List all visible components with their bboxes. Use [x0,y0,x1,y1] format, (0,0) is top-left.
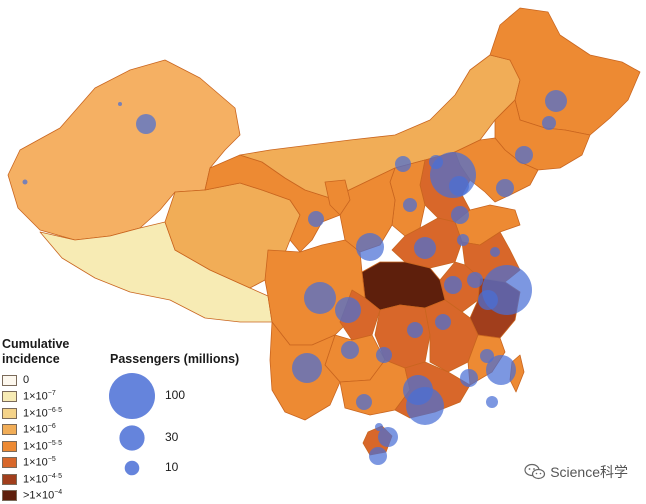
passenger-legend-circle [124,460,140,476]
passenger-legend-circle [119,425,145,451]
incidence-swatch [2,473,17,485]
passenger-bubble [407,322,423,338]
passenger-bubble [356,233,384,261]
incidence-swatch [2,374,17,386]
passenger-legend-label: 10 [165,460,179,474]
passenger-bubble [467,272,483,288]
incidence-label: 1×10−7 [23,390,56,404]
incidence-legend-item: 1×10−4·5 [2,471,62,488]
watermark-text: Science科学 [550,464,628,480]
incidence-swatch [2,407,17,419]
passenger-bubble [435,314,451,330]
incidence-legend-item: 1×10−6 [2,422,62,439]
incidence-swatch [2,457,17,469]
passenger-bubble [308,211,324,227]
passenger-bubble [515,146,533,164]
incidence-label: 1×10−6 [23,423,56,437]
passenger-bubble [486,396,498,408]
incidence-legend-item: >1×10−4 [2,488,62,504]
passenger-bubble [375,423,383,431]
province-ningxia [324,179,351,216]
passenger-bubble [341,341,359,359]
watermark: Science科学 [524,462,628,482]
passengers-legend [109,373,155,476]
passenger-legend-label: 100 [165,388,186,402]
passenger-bubble [429,155,443,169]
passenger-bubble [486,355,516,385]
passenger-bubble [369,447,387,465]
passenger-bubble [480,349,494,363]
passenger-bubble [406,387,444,425]
incidence-legend-item: 1×10−5·5 [2,438,62,455]
incidence-swatch [2,440,17,452]
passenger-bubble [542,116,556,130]
passenger-bubble [449,176,469,196]
incidence-title-line1: Cumulative [2,337,70,351]
passenger-bubble [403,198,417,212]
passenger-bubble [395,156,411,172]
incidence-legend-item: 1×10−5 [2,455,62,472]
incidence-label: 1×10−4·5 [23,472,62,486]
passenger-bubble [545,90,567,112]
incidence-label: 1×10−6·5 [23,406,62,420]
passenger-legend-circle [109,373,155,419]
passenger-bubble [304,282,336,314]
incidence-label: >1×10−4 [23,489,63,503]
passenger-bubble [478,290,498,310]
passenger-bubble [490,247,500,257]
passenger-bubble [335,297,361,323]
province-shanxi [389,159,426,237]
province-heilongjiang [489,7,641,136]
incidence-legend: 0 1×10−7 1×10−6·5 1×10−6 1×10−5·5 1×10−5 1×10−… [2,372,62,504]
passenger-bubble [378,427,398,447]
incidence-legend-title: Cumulative incidence [2,337,69,367]
passenger-bubble [376,347,392,363]
passenger-bubble [457,234,469,246]
passenger-bubble [444,276,462,294]
passenger-bubble [451,206,469,224]
passenger-bubble [136,114,156,134]
passenger-bubble [22,179,28,185]
incidence-swatch [2,391,17,403]
incidence-title-line2: incidence [2,352,60,366]
province-hubei [361,261,446,311]
incidence-label: 1×10−5·5 [23,439,62,453]
passenger-bubble [118,102,122,106]
passenger-bubble [414,237,436,259]
incidence-swatch [2,424,17,436]
incidence-legend-item: 1×10−6·5 [2,405,62,422]
passenger-bubble [460,369,478,387]
passenger-bubble [356,394,372,410]
passenger-legend-label: 30 [165,430,179,444]
incidence-swatch [2,490,17,502]
incidence-legend-item: 1×10−7 [2,389,62,406]
passenger-bubble [496,179,514,197]
passenger-bubble [292,353,322,383]
passengers-legend-title: Passengers (millions) [110,352,240,366]
passenger-bubbles [22,90,567,465]
wechat-icon [524,463,546,480]
incidence-label: 0 [23,374,30,387]
incidence-label: 1×10−5 [23,456,56,470]
incidence-legend-item: 0 [2,372,62,389]
